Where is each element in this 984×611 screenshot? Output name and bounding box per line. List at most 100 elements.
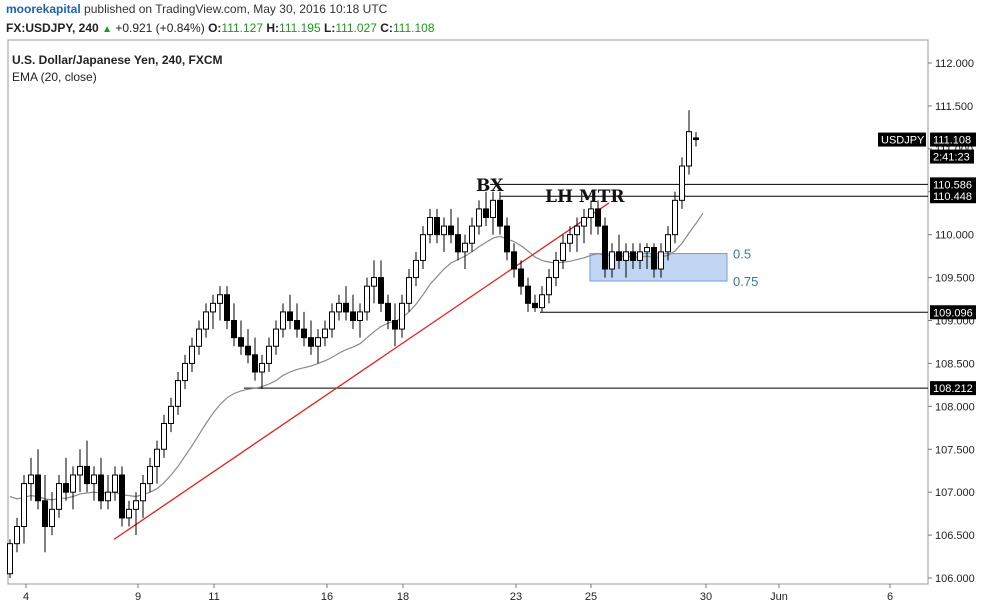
- x-tick-label: 16: [321, 591, 333, 603]
- candle-body: [448, 225, 454, 236]
- candle-body: [455, 234, 461, 253]
- candle-body: [133, 500, 139, 510]
- candle-body: [378, 277, 384, 304]
- y-tick-label: 107.000: [935, 487, 975, 499]
- candle-body: [294, 320, 300, 330]
- candle-body: [329, 311, 335, 330]
- candle-body: [301, 328, 307, 339]
- ohlc-close-label: C:: [380, 21, 393, 35]
- price-label-text: 2:41:23: [933, 152, 970, 164]
- y-tick-label: 110.000: [935, 230, 974, 242]
- candle-body: [490, 199, 496, 218]
- fib-level-label: 0.5: [733, 247, 751, 262]
- candle-body: [84, 465, 90, 485]
- candle-body: [322, 328, 328, 339]
- candle-body: [126, 508, 132, 519]
- author-name[interactable]: moorekapital: [6, 2, 81, 16]
- candle-body: [511, 251, 517, 270]
- price-label-box: [878, 132, 926, 147]
- candle-body: [560, 242, 566, 261]
- candle-body: [56, 483, 62, 510]
- candle-body: [476, 208, 482, 227]
- price-label-text: 109.096: [933, 307, 973, 319]
- candle-body: [238, 337, 244, 347]
- candle-body: [203, 311, 209, 330]
- publish-line: moorekapital published on TradingView.co…: [6, 2, 387, 20]
- candle-body: [77, 465, 83, 476]
- candle-body: [497, 199, 503, 227]
- y-tick-label: 106.000: [935, 573, 975, 585]
- y-tick-label: 111.500: [935, 101, 973, 113]
- price-label-text: 111.108: [933, 135, 971, 147]
- price-label-text: USDJPY: [881, 135, 925, 147]
- annotation-label: LH MTR: [545, 187, 625, 207]
- symbol-label: FX:USDJPY, 240: [6, 21, 99, 35]
- candle-body: [413, 259, 419, 279]
- ema-line: [9, 212, 704, 501]
- candle-body: [616, 251, 622, 261]
- candle-body: [637, 251, 643, 261]
- price-label-box: [930, 132, 976, 147]
- y-tick-label: 107.500: [935, 444, 975, 456]
- x-tick-label: 4: [23, 591, 29, 603]
- candle-body: [525, 285, 531, 304]
- candle-body: [196, 328, 202, 347]
- ohlc-close-value: 111.108: [392, 21, 435, 35]
- candle-body: [140, 483, 146, 502]
- candle-body: [245, 345, 251, 356]
- candle-body: [469, 225, 475, 244]
- horizontal-levels: [244, 183, 928, 389]
- candle-body: [518, 268, 524, 287]
- candle-body: [7, 543, 13, 575]
- candle-body: [686, 131, 692, 167]
- candle-body: [665, 234, 671, 253]
- candle-body: [175, 380, 181, 407]
- candle-body: [357, 311, 363, 321]
- candle-body: [392, 320, 398, 330]
- change-value: +0.921 (+0.84%): [115, 21, 205, 35]
- candle-body: [308, 337, 314, 347]
- candle-body: [287, 311, 293, 321]
- candle-body: [567, 234, 573, 244]
- ohlc-high-value: 111.195: [279, 21, 321, 35]
- candle-body: [112, 474, 118, 493]
- candle-body: [350, 311, 356, 321]
- candle-body: [252, 354, 258, 373]
- candle-body: [623, 251, 629, 261]
- candle-body: [28, 474, 34, 485]
- x-tick-label: 25: [585, 591, 597, 603]
- trendline: [113, 202, 610, 540]
- candle-body: [364, 285, 370, 313]
- x-tick-label: 11: [208, 591, 219, 603]
- candle-body: [651, 247, 657, 270]
- candle-body: [336, 302, 342, 313]
- annotation-label: BX: [476, 176, 504, 196]
- candle-body: [574, 225, 580, 236]
- candle-body: [609, 251, 615, 270]
- candle-body: [49, 508, 55, 528]
- candle-body: [602, 225, 608, 270]
- x-tick-label: 23: [510, 591, 522, 603]
- candle-body: [672, 199, 678, 236]
- price-label-box: [930, 149, 974, 164]
- candle-body: [420, 234, 426, 261]
- y-tick-label: 109.500: [935, 273, 975, 285]
- candle-body: [105, 491, 111, 502]
- candle-body: [588, 208, 594, 219]
- x-tick-label: 9: [135, 591, 141, 603]
- candle-body: [154, 448, 160, 467]
- candle-body: [147, 465, 153, 485]
- price-label-box: [930, 177, 976, 192]
- candle-body: [532, 302, 538, 309]
- candle-body: [98, 474, 104, 502]
- legend-indicator: EMA (20, close): [12, 70, 97, 84]
- candle-body: [483, 208, 489, 219]
- price-label-text: 110.448: [933, 191, 972, 203]
- candle-body: [679, 165, 685, 201]
- candle-body: [546, 277, 552, 296]
- candle-body: [168, 405, 174, 425]
- candle-body: [427, 217, 433, 236]
- candle-body: [35, 474, 41, 502]
